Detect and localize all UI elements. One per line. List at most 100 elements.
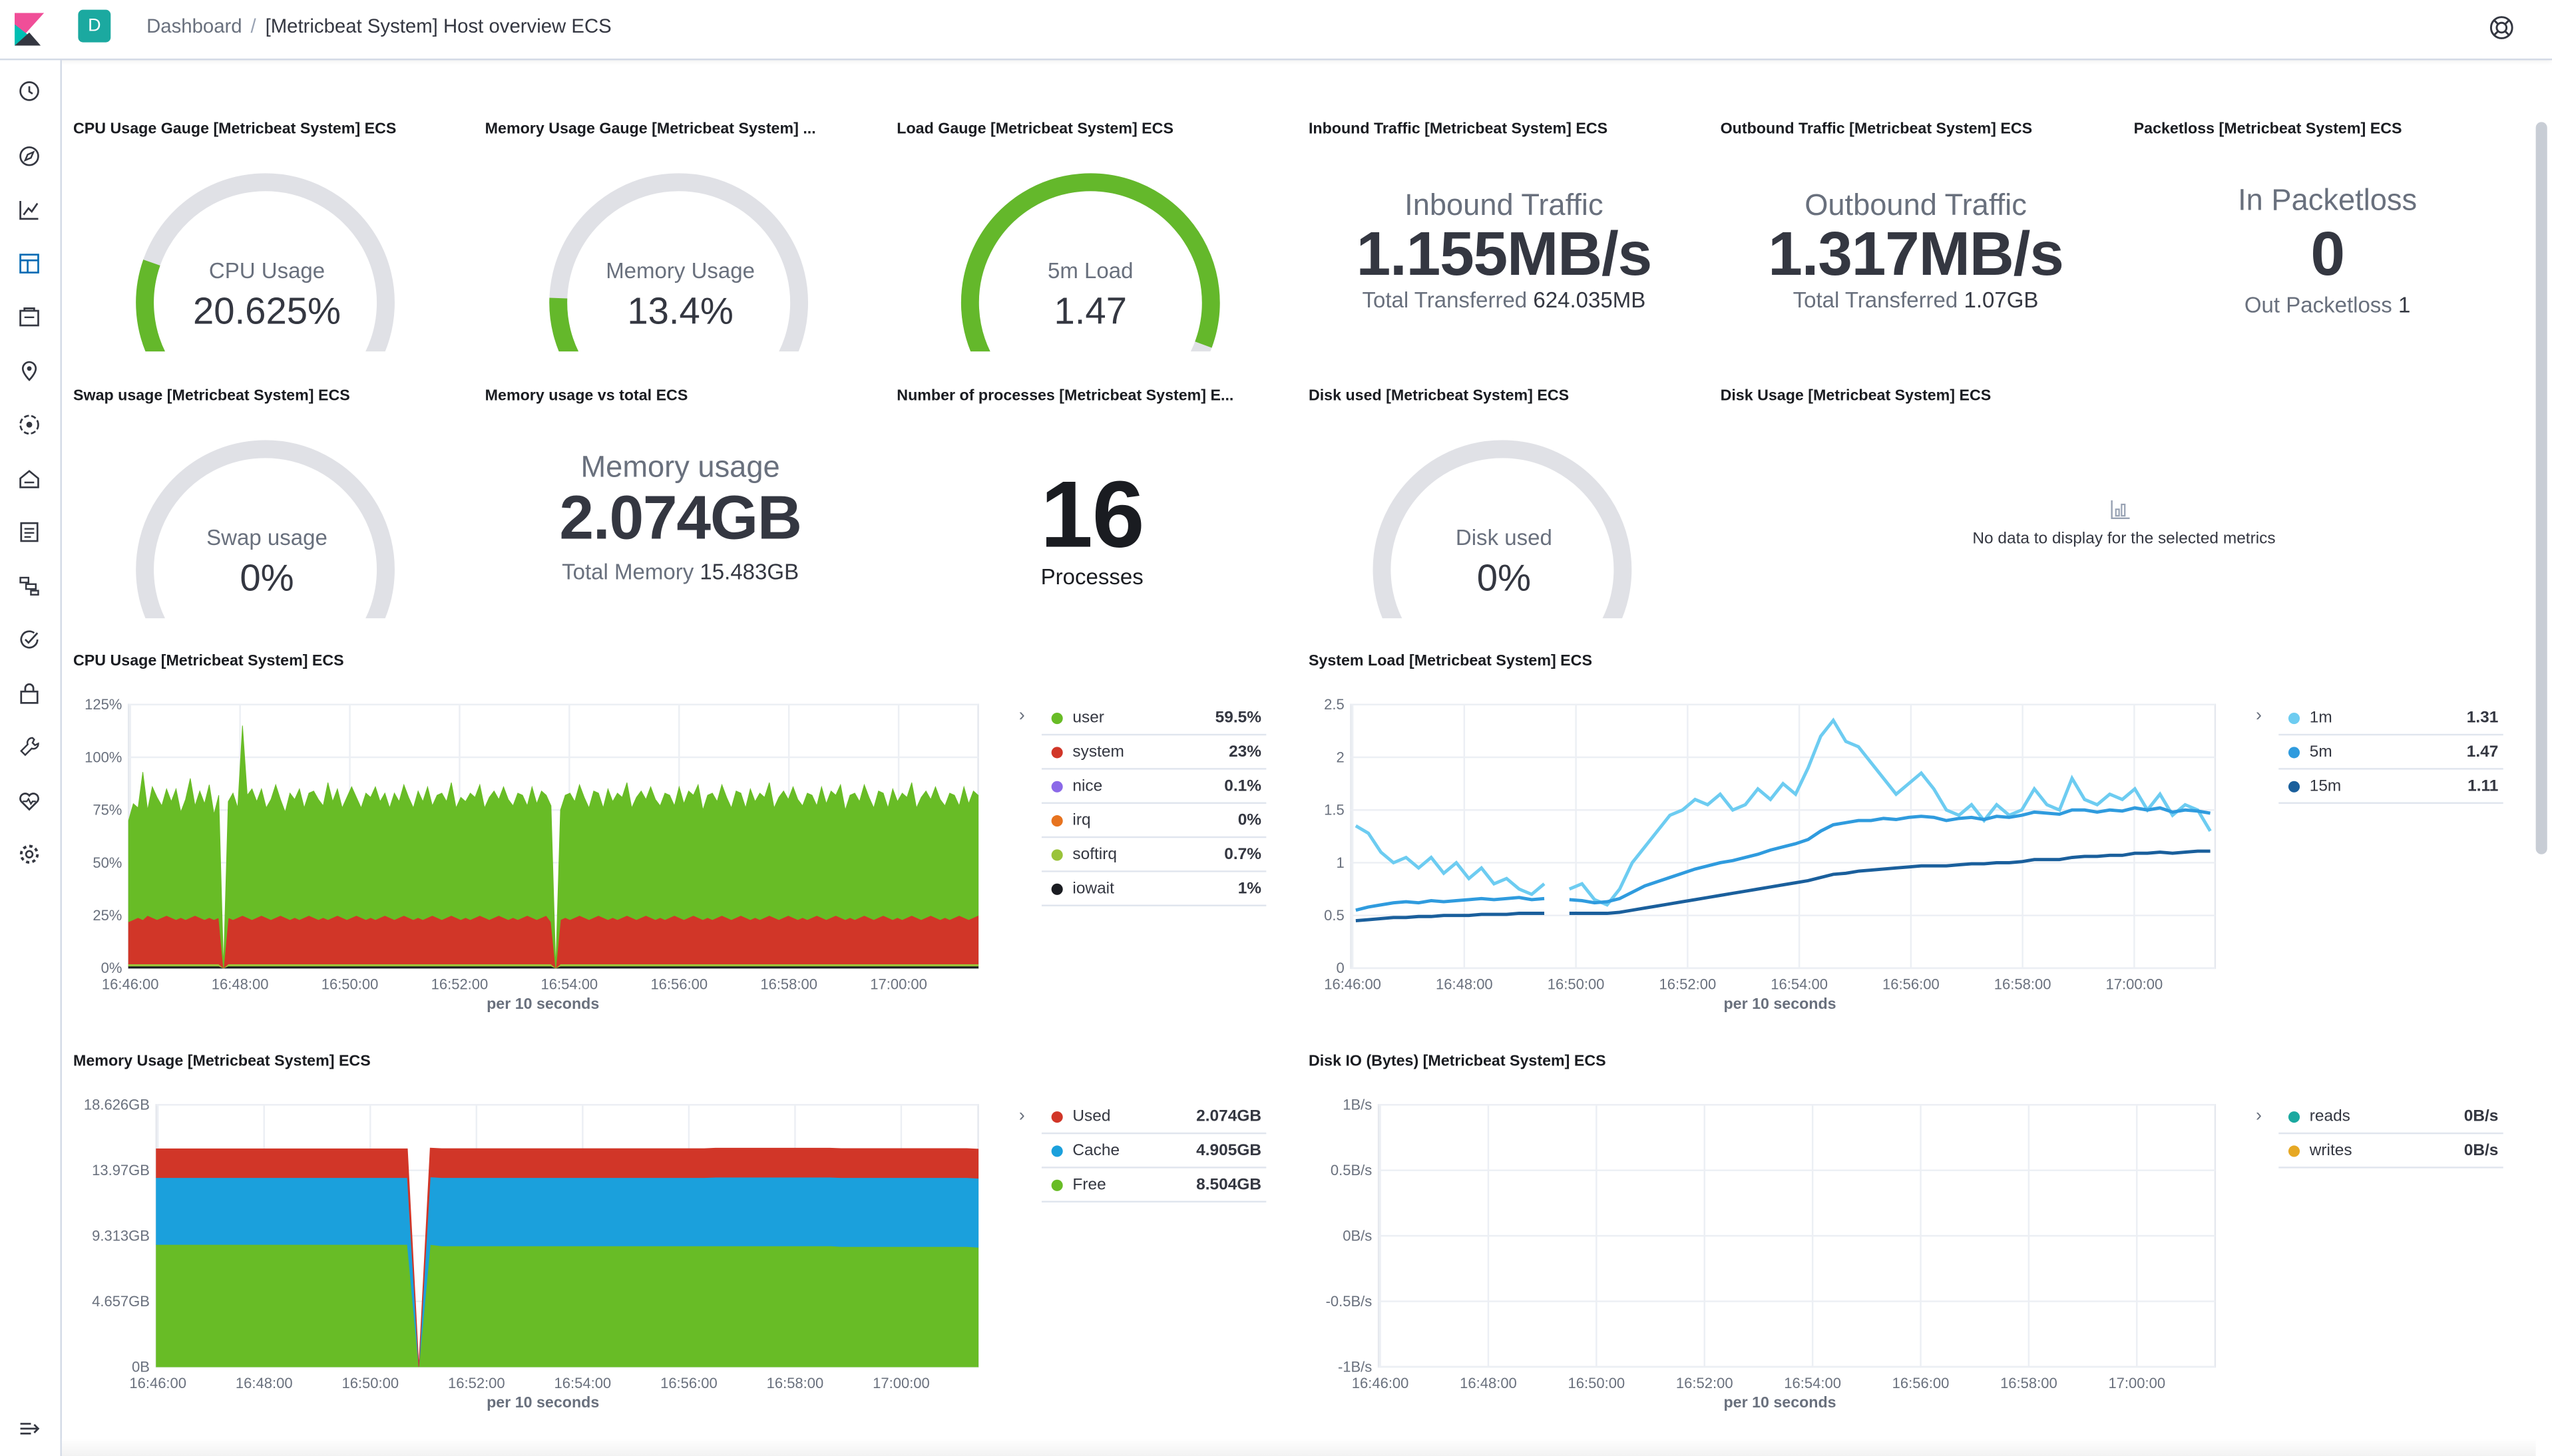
load-x-tick: 16:46:00 [1324, 976, 1381, 993]
packetloss-out: Out Packetloss 1 [2132, 293, 2523, 317]
memory-x-tick: 16:48:00 [236, 1375, 293, 1391]
processes-value: 16 [1040, 462, 1145, 568]
load-legend-item[interactable]: 5m 1.47 [2278, 735, 2503, 770]
legend-swatch [1051, 781, 1063, 793]
legend-swatch [1051, 815, 1063, 827]
canvas-icon[interactable] [18, 306, 41, 329]
memory-legend-item[interactable]: Cache 4.905GB [1041, 1134, 1267, 1169]
panel-title-processes: Number of processes [Metricbeat System] … [897, 387, 1234, 405]
memory-legend: Used 2.074GB Cache 4.905GB Free 8.504GB [1041, 1100, 1267, 1203]
memory-gauge-track [549, 173, 808, 352]
legend-value: 4.905GB [1196, 1142, 1262, 1161]
diskio-legend-toggle[interactable]: › [2256, 1106, 2262, 1127]
cpu-x-tick: 16:52:00 [431, 976, 489, 993]
load-y-tick: 1 [1336, 854, 1344, 871]
memory-x-tick: 17:00:00 [873, 1375, 930, 1391]
legend-label: writes [2309, 1142, 2352, 1161]
diskio-x-tick: 17:00:00 [2108, 1375, 2165, 1391]
legend-swatch [2288, 1111, 2300, 1123]
cpu-legend-item[interactable]: softirq 0.7% [1041, 838, 1267, 872]
memory-x-axis-label: per 10 seconds [487, 1394, 600, 1413]
diskio-x-tick: 16:56:00 [1892, 1375, 1950, 1391]
panel-title-diskio-chart: Disk IO (Bytes) [Metricbeat System] ECS [1308, 1053, 1606, 1071]
panel-title-memory-gauge: Memory Usage Gauge [Metricbeat System] .… [485, 120, 816, 138]
load-gauge [960, 173, 1220, 352]
legend-value: 0B/s [2463, 1142, 2499, 1161]
memory-usage-gauge [549, 173, 808, 352]
diskio-x-tick: 16:58:00 [2000, 1375, 2057, 1391]
no-data-message: No data to display for the selected metr… [1972, 530, 2276, 549]
cpu-y-tick: 100% [85, 749, 122, 765]
diskio-x-tick: 16:46:00 [1352, 1375, 1409, 1391]
cpu-usage-gauge [136, 173, 395, 352]
legend-label: Cache [1072, 1142, 1120, 1161]
memory-gauge-fill [549, 297, 579, 352]
ml-icon[interactable] [18, 413, 41, 436]
siem-icon[interactable] [18, 682, 41, 705]
legend-swatch [1051, 883, 1063, 895]
inbound-total-value: 624.035MB [1533, 287, 1646, 313]
memory-x-tick: 16:52:00 [448, 1375, 505, 1391]
space-avatar[interactable]: D [78, 9, 111, 43]
load-legend-item[interactable]: 15m 1.11 [2278, 770, 2503, 804]
diskio-y-tick: 1B/s [1343, 1097, 1372, 1113]
apm-icon[interactable] [18, 574, 41, 597]
legend-label: 15m [2309, 777, 2342, 796]
load-x-tick: 16:48:00 [1436, 976, 1493, 993]
panel-title-swap-gauge: Swap usage [Metricbeat System] ECS [73, 387, 350, 405]
infrastructure-icon[interactable] [18, 467, 41, 490]
cpu-legend-toggle[interactable]: › [1018, 706, 1025, 726]
load-x-tick: 16:54:00 [1771, 976, 1828, 993]
monitoring-icon[interactable] [18, 789, 41, 812]
memory-y-tick: 4.657GB [92, 1293, 150, 1310]
breadcrumb-dashboard[interactable]: Dashboard [146, 15, 242, 38]
uptime-icon[interactable] [18, 628, 41, 651]
maps-icon[interactable] [18, 359, 41, 382]
management-icon[interactable] [18, 843, 41, 866]
legend-value: 1.11 [2467, 777, 2499, 796]
load-gauge-value: 1.47 [1054, 289, 1127, 332]
kibana-logo-icon[interactable] [15, 13, 45, 46]
diskio-legend-item[interactable]: reads 0B/s [2278, 1100, 2503, 1135]
diskio-legend-item[interactable]: writes 0B/s [2278, 1134, 2503, 1169]
memory-total-sub: Total Memory 15.483GB [485, 560, 876, 584]
visualize-empty-icon [2111, 500, 2130, 520]
page-scrollbar[interactable] [2535, 122, 2547, 854]
visualize-icon[interactable] [18, 198, 41, 221]
load-legend-item[interactable]: 1m 1.31 [2278, 701, 2503, 736]
memory-legend-toggle[interactable]: › [1018, 1106, 1025, 1127]
memory-legend-item[interactable]: Used 2.074GB [1041, 1100, 1267, 1135]
load-gauge-label: 5m Load [1048, 258, 1134, 283]
cpu-legend-item[interactable]: nice 0.1% [1041, 770, 1267, 804]
load-legend-toggle[interactable]: › [2256, 706, 2262, 726]
disk-used-gauge [1373, 440, 1632, 619]
panel-title-disk-used: Disk used [Metricbeat System] ECS [1308, 387, 1570, 405]
load-x-tick: 16:56:00 [1882, 976, 1940, 993]
cpu-legend-item[interactable]: user 59.5% [1041, 701, 1267, 736]
memory-legend-item[interactable]: Free 8.504GB [1041, 1169, 1267, 1203]
load-line-1m [1355, 717, 2212, 907]
clock-icon[interactable] [18, 80, 41, 102]
cpu-legend-item[interactable]: iowait 1% [1041, 872, 1267, 906]
load-x-tick: 16:50:00 [1548, 976, 1605, 993]
cpu-legend: user 59.5% system 23% nice 0.1% irq 0% softirq 0.… [1041, 701, 1267, 906]
cpu-x-tick: 16:54:00 [541, 976, 598, 993]
panel-title-load-gauge: Load Gauge [Metricbeat System] ECS [897, 120, 1173, 138]
load-y-tick: 0.5 [1324, 907, 1345, 924]
processes-label: Processes [1040, 564, 1144, 590]
collapse-icon[interactable] [18, 1417, 41, 1440]
cpu-legend-item[interactable]: irq 0% [1041, 804, 1267, 838]
legend-value: 0% [1237, 812, 1262, 830]
compass-icon[interactable] [18, 145, 41, 168]
panel-title-outbound: Outbound Traffic [Metricbeat System] ECS [1720, 120, 2033, 138]
dev-tools-icon[interactable] [18, 735, 41, 758]
dashboard-icon[interactable] [18, 252, 41, 275]
cpu-x-tick: 16:46:00 [102, 976, 159, 993]
help-icon[interactable] [2489, 15, 2515, 41]
logs-icon[interactable] [18, 520, 41, 543]
memory-x-tick: 16:50:00 [341, 1375, 399, 1391]
disk-gauge-value: 0% [1476, 556, 1532, 599]
packetloss-out-value: 1 [2398, 293, 2411, 317]
cpu-legend-item[interactable]: system 23% [1041, 735, 1267, 770]
load-y-tick: 2 [1336, 749, 1344, 765]
